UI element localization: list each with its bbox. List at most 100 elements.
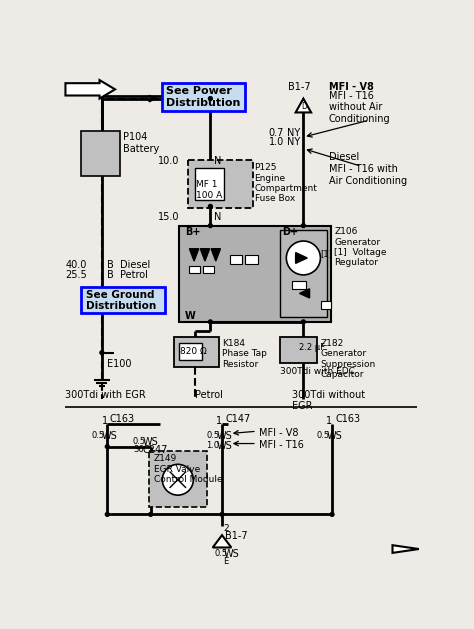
Text: B  Diesel: B Diesel — [107, 260, 151, 270]
Circle shape — [330, 513, 334, 516]
Text: Z106
Generator
[1]  Voltage
Regulator: Z106 Generator [1] Voltage Regulator — [334, 227, 387, 267]
Polygon shape — [211, 248, 220, 261]
Text: C147: C147 — [225, 415, 250, 425]
Text: NY: NY — [287, 128, 301, 138]
Text: E: E — [224, 557, 229, 565]
FancyBboxPatch shape — [162, 83, 245, 111]
Text: See Power
Distribution: See Power Distribution — [166, 86, 241, 108]
Text: Diesel
MFI - T16 with
Air Conditioning: Diesel MFI - T16 with Air Conditioning — [329, 152, 407, 186]
Bar — [280, 230, 327, 317]
Circle shape — [220, 513, 224, 516]
Circle shape — [105, 513, 109, 516]
Text: 0.5: 0.5 — [92, 431, 105, 440]
Text: WS: WS — [327, 431, 342, 441]
Text: B1-7: B1-7 — [225, 530, 248, 540]
Text: 300Tdi with EGR: 300Tdi with EGR — [65, 389, 146, 399]
Text: 1: 1 — [102, 416, 108, 426]
Text: P125
Engine
Compartment
Fuse Box: P125 Engine Compartment Fuse Box — [255, 164, 318, 203]
Text: 10.0: 10.0 — [158, 157, 179, 166]
Text: NY: NY — [287, 137, 301, 147]
Text: 15.0: 15.0 — [158, 212, 179, 222]
Text: 1: 1 — [326, 416, 332, 426]
FancyBboxPatch shape — [149, 451, 207, 507]
Text: 1: 1 — [216, 416, 222, 426]
Text: 0.5: 0.5 — [207, 431, 219, 440]
Text: 300Tdi with EDC: 300Tdi with EDC — [280, 367, 355, 376]
Text: 820 Ω: 820 Ω — [180, 347, 207, 355]
Bar — [179, 343, 202, 360]
Text: E100: E100 — [107, 359, 132, 369]
Text: Z182
Generator
Suppression
Capacitor: Z182 Generator Suppression Capacitor — [320, 339, 376, 379]
Text: 2.2 μF: 2.2 μF — [299, 343, 325, 352]
Text: 300Tdi without
EGR: 300Tdi without EGR — [292, 389, 365, 411]
Circle shape — [209, 224, 212, 228]
Text: WS: WS — [217, 431, 232, 441]
Text: B+: B+ — [185, 227, 201, 237]
Text: D: D — [301, 103, 307, 111]
Bar — [203, 265, 214, 274]
Text: MFI - V8: MFI - V8 — [259, 428, 299, 438]
Bar — [280, 337, 317, 364]
Text: 25.5: 25.5 — [65, 269, 87, 279]
Text: N: N — [214, 157, 222, 166]
Bar — [174, 337, 219, 367]
Bar — [230, 255, 242, 264]
Text: [1]: [1] — [320, 248, 332, 258]
Text: K184
Phase Tap
Resistor: K184 Phase Tap Resistor — [222, 339, 267, 369]
Polygon shape — [190, 248, 199, 261]
Circle shape — [105, 445, 109, 448]
Circle shape — [162, 464, 193, 495]
Text: C163: C163 — [109, 415, 135, 425]
Circle shape — [301, 320, 305, 324]
Text: 1.0: 1.0 — [269, 137, 284, 147]
Bar — [321, 301, 330, 309]
Text: 0.5: 0.5 — [317, 431, 330, 440]
Text: 1.0: 1.0 — [207, 441, 219, 450]
Bar — [179, 226, 330, 322]
Text: B1-7: B1-7 — [288, 82, 310, 92]
Text: Z149
EGR Valve
Control Module: Z149 EGR Valve Control Module — [154, 454, 222, 484]
Bar — [292, 281, 306, 289]
Polygon shape — [300, 289, 310, 298]
Text: WS: WS — [224, 549, 239, 559]
Polygon shape — [201, 248, 210, 261]
Text: 2: 2 — [224, 525, 229, 533]
Text: MFI - V8: MFI - V8 — [329, 82, 374, 92]
Circle shape — [209, 97, 212, 101]
Text: See Ground
Distribution: See Ground Distribution — [86, 289, 156, 311]
Bar — [190, 265, 201, 274]
Text: 0.7: 0.7 — [269, 128, 284, 138]
Text: C163: C163 — [335, 415, 360, 425]
Text: P104
Battery: P104 Battery — [123, 133, 159, 154]
Bar — [245, 255, 258, 264]
Text: N: N — [214, 212, 222, 222]
Polygon shape — [65, 80, 115, 99]
Text: 40.0: 40.0 — [65, 260, 87, 270]
Text: MFI - T16
without Air
Conditioning: MFI - T16 without Air Conditioning — [329, 91, 391, 124]
Text: MFI - T16: MFI - T16 — [259, 440, 304, 450]
FancyBboxPatch shape — [81, 287, 164, 313]
Circle shape — [286, 241, 320, 275]
Polygon shape — [392, 545, 419, 553]
Polygon shape — [296, 99, 311, 113]
Text: D+: D+ — [283, 227, 299, 237]
Circle shape — [301, 224, 305, 228]
Text: 0.5: 0.5 — [133, 437, 146, 447]
Text: W: W — [185, 311, 196, 321]
Text: WS: WS — [142, 437, 158, 447]
Text: 36: 36 — [133, 445, 144, 454]
Circle shape — [209, 320, 212, 324]
Text: WS: WS — [102, 431, 118, 441]
Text: C247: C247 — [142, 445, 167, 455]
Circle shape — [100, 351, 104, 355]
Bar — [81, 131, 120, 175]
Polygon shape — [296, 253, 307, 264]
Text: MF 1
100 A: MF 1 100 A — [196, 180, 223, 199]
Polygon shape — [213, 535, 231, 547]
Circle shape — [209, 204, 212, 208]
Circle shape — [149, 513, 153, 516]
Text: B  Petrol: B Petrol — [107, 269, 148, 279]
Text: WS: WS — [217, 441, 232, 451]
Text: 0.5: 0.5 — [214, 549, 228, 558]
Bar — [195, 168, 224, 200]
